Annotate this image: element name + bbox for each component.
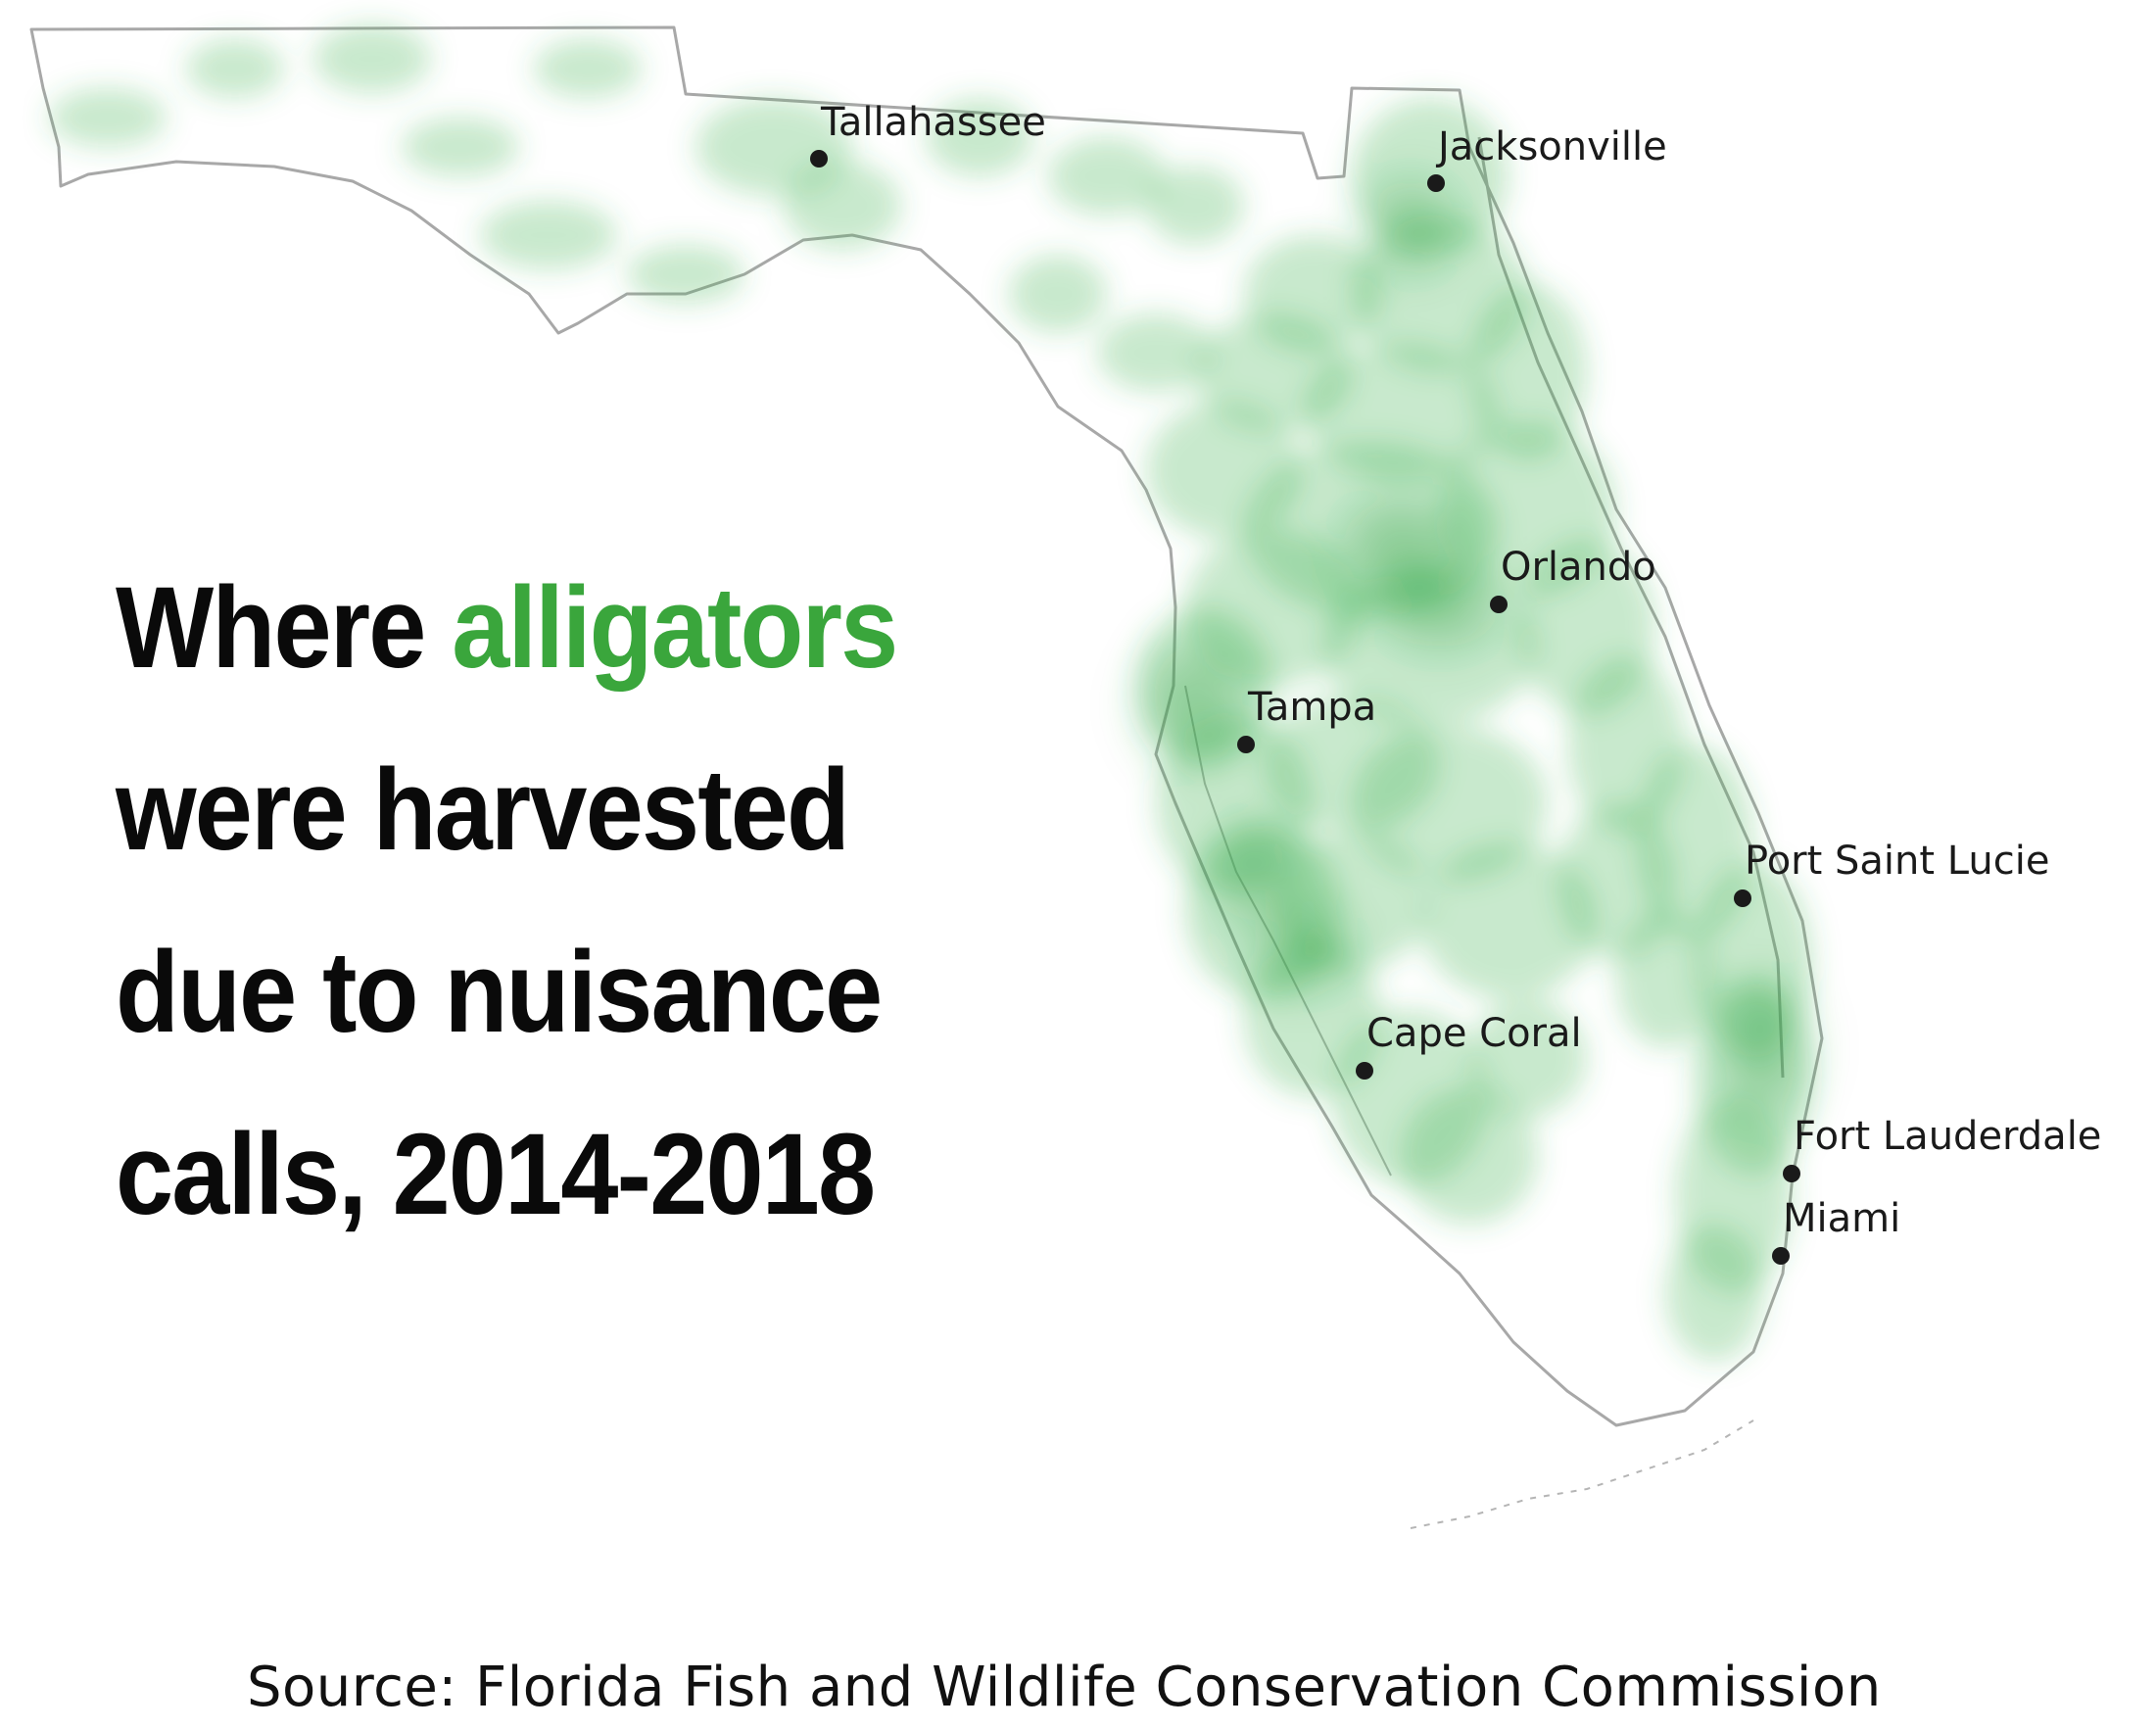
city-label: Tampa <box>1247 685 1376 730</box>
city-cape-coral: Cape Coral <box>1356 1011 1582 1080</box>
headline: Where alligators were harvested due to n… <box>116 537 1085 1266</box>
headline-line-1: Where alligators <box>116 537 1085 719</box>
city-label: Orlando <box>1501 545 1656 590</box>
city-dot <box>810 150 828 168</box>
city-dot <box>1237 736 1255 753</box>
city-miami: Miami <box>1772 1196 1900 1265</box>
city-label: Fort Lauderdale <box>1794 1114 2101 1159</box>
city-tampa: Tampa <box>1237 685 1376 753</box>
city-label: Tallahassee <box>820 100 1046 145</box>
headline-prefix: Where <box>116 563 453 693</box>
city-label: Cape Coral <box>1366 1011 1582 1056</box>
city-dot <box>1783 1165 1800 1182</box>
city-markers: Tallahassee Jacksonville Orlando Tampa P… <box>810 100 2101 1265</box>
harvest-density-layer <box>49 24 1812 1362</box>
city-orlando: Orlando <box>1490 545 1656 613</box>
headline-accent: alligators <box>452 563 898 693</box>
city-label: Miami <box>1783 1196 1900 1241</box>
headline-line-4: calls, 2014-2018 <box>116 1110 876 1239</box>
city-port-saint-lucie: Port Saint Lucie <box>1734 839 2049 907</box>
city-label: Jacksonville <box>1435 124 1667 169</box>
city-dot <box>1772 1247 1790 1265</box>
city-dot <box>1356 1062 1373 1080</box>
city-tallahassee: Tallahassee <box>810 100 1046 168</box>
city-dot <box>1427 174 1445 192</box>
keys-outline <box>1410 1419 1754 1529</box>
city-label: Port Saint Lucie <box>1745 839 2049 884</box>
headline-line-3: due to nuisance <box>116 928 883 1057</box>
city-dot <box>1490 596 1508 613</box>
source-credit: Source: Florida Fish and Wildlife Conser… <box>247 1656 1882 1719</box>
city-fort-lauderdale: Fort Lauderdale <box>1783 1114 2101 1182</box>
city-dot <box>1734 889 1751 907</box>
headline-line-2: were harvested <box>116 745 850 875</box>
city-jacksonville: Jacksonville <box>1427 124 1667 192</box>
